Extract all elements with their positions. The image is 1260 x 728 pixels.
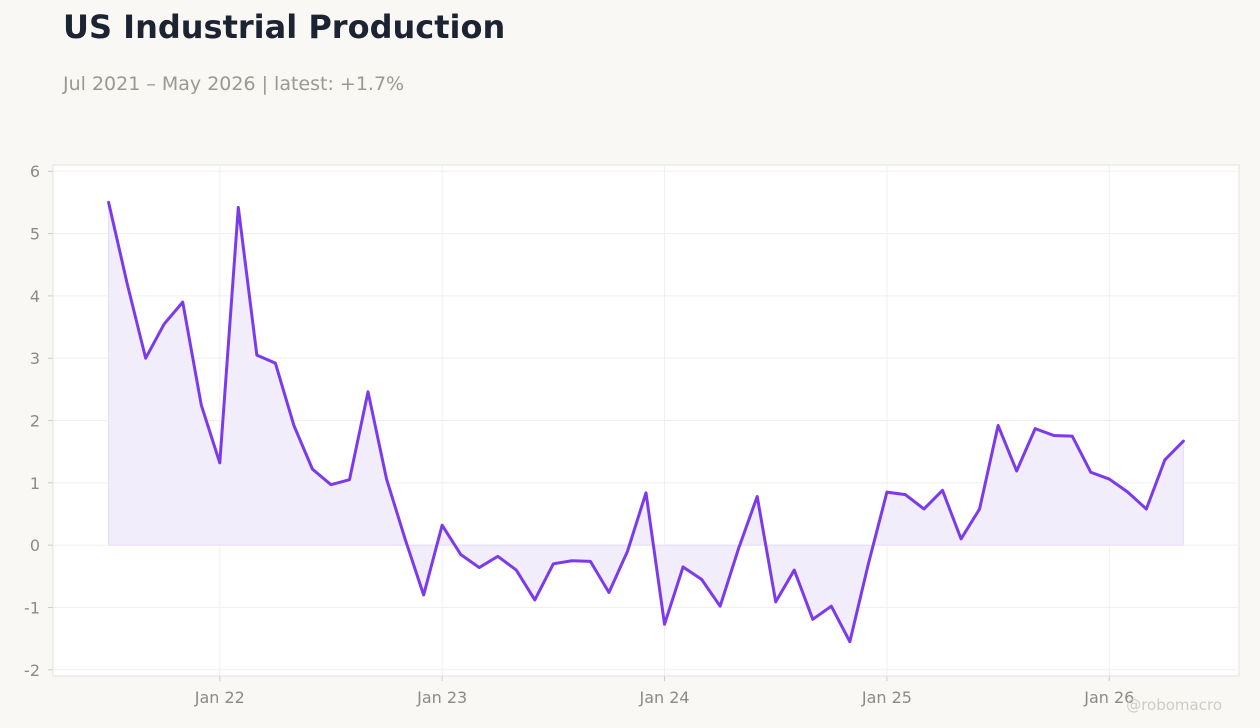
y-tick-label: -1 (24, 598, 40, 617)
y-tick-label: 5 (30, 225, 40, 244)
series-line (107, 200, 1185, 644)
y-tick-label: 1 (30, 474, 40, 493)
x-tick-label: Jan 25 (861, 688, 912, 707)
chart-title: US Industrial Production (63, 8, 506, 46)
y-tick-label: 6 (30, 162, 40, 181)
x-axis: Jan 22 Jan 23 Jan 24 Jan 25 Jan 26 (194, 676, 1134, 707)
y-tick-label: 2 (30, 412, 40, 431)
y-axis: -2 -1 0 1 2 3 4 5 6 (24, 162, 53, 680)
chart-subtitle: Jul 2021 – May 2026 | latest: +1.7% (63, 73, 405, 95)
line-layer (107, 200, 1185, 644)
y-tick-label: 3 (30, 349, 40, 368)
x-tick-label: Jan 26 (1083, 688, 1134, 707)
y-tick-label: 0 (30, 536, 40, 555)
y-tick-label: -2 (24, 661, 40, 680)
x-tick-label: Jan 23 (416, 688, 467, 707)
x-tick-label: Jan 24 (638, 688, 689, 707)
watermark: @robomacro (1126, 696, 1222, 714)
x-tick-label: Jan 22 (194, 688, 245, 707)
y-tick-label: 4 (30, 287, 40, 306)
